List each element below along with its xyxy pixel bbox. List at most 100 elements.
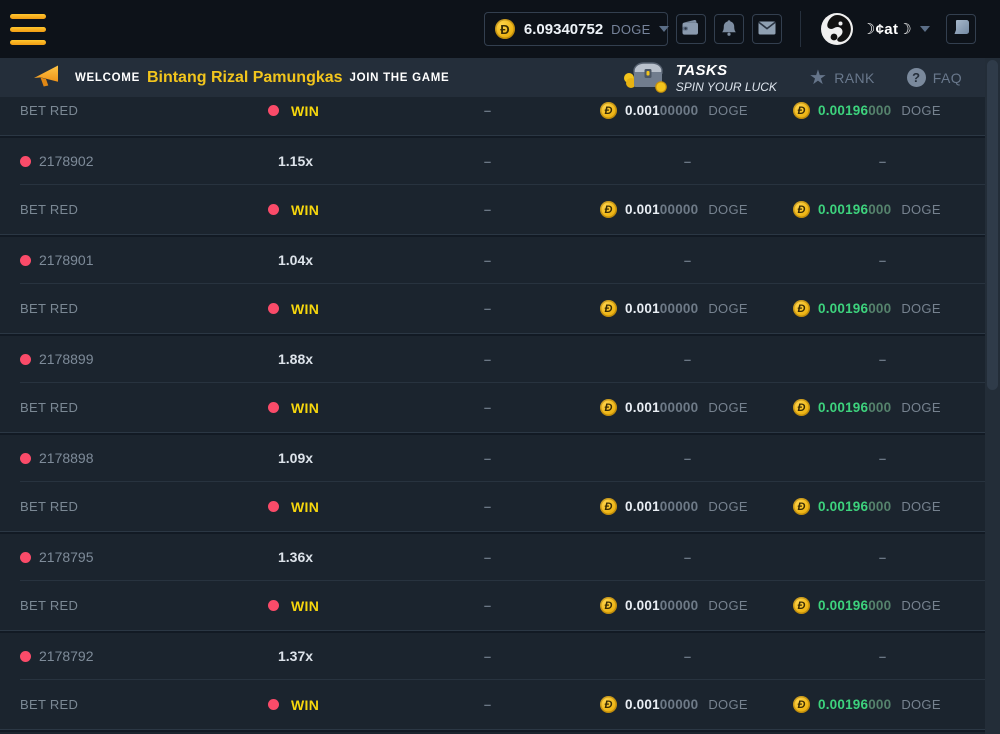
game-row[interactable]: 2178901 1.04x – – – (0, 234, 985, 285)
bet-label: BET RED (20, 598, 79, 614)
empty-value: – (878, 549, 887, 565)
bet-result: WIN (291, 300, 320, 317)
bet-label: BET RED (20, 400, 79, 416)
game-row[interactable]: 2178792 1.37x – – – (0, 630, 985, 681)
star-icon: ★ (808, 66, 828, 89)
divider (799, 11, 801, 47)
faq-label: FAQ (932, 69, 962, 86)
scrollbar-thumb[interactable] (987, 60, 998, 390)
doge-coin-icon: Đ (793, 597, 810, 615)
game-id: 2178795 (39, 549, 94, 566)
doge-coin-icon: Đ (600, 597, 617, 615)
bet-profit: Đ 0.00196 000 DOGE (790, 696, 975, 714)
bet-label: BET RED (20, 697, 79, 713)
bet-profit: Đ 0.00196 000 DOGE (790, 300, 975, 318)
doge-coin-icon: Đ (793, 399, 810, 417)
empty-value: – (483, 499, 492, 515)
bet-result: WIN (291, 102, 320, 119)
tasks-text: TASKS SPIN YOUR LUCK (676, 62, 777, 94)
game-multiplier: 1.09x (278, 450, 314, 467)
balance-selector[interactable]: Đ 6.09340752 DOGE (483, 12, 669, 46)
empty-value: – (483, 598, 492, 614)
messages-button[interactable] (751, 14, 782, 44)
bet-profit: Đ 0.00196 000 DOGE (790, 102, 975, 120)
bet-result-cell: WIN (268, 103, 440, 119)
faq-link[interactable]: ? FAQ (906, 68, 962, 87)
bet-result-cell: WIN (268, 301, 440, 317)
win-dot (268, 600, 279, 612)
treasure-chest-icon (621, 56, 667, 99)
question-icon: ? (906, 68, 926, 87)
bet-label: BET RED (20, 202, 79, 218)
bet-profit: Đ 0.00196 000 DOGE (790, 399, 975, 417)
empty-value: – (483, 301, 492, 317)
bet-row[interactable]: BET RED WIN – Đ 0.001 00000 DOGE Đ 0.00196 000 DOG… (0, 581, 985, 631)
rank-link[interactable]: ★ RANK (809, 68, 875, 88)
chat-button[interactable] (946, 14, 976, 44)
mail-icon (758, 21, 776, 38)
balance-currency: DOGE (611, 21, 651, 37)
bet-row[interactable]: BET RED WIN – Đ 0.001 00000 DOGE Đ 0.00196 000 DOG… (0, 383, 985, 433)
empty-value: – (878, 450, 887, 466)
game-row[interactable]: 2178902 1.15x – – – (0, 135, 985, 186)
empty-value: – (483, 400, 492, 416)
game-multiplier: 1.36x (278, 549, 314, 566)
bet-row[interactable]: BET RED WIN – Đ 0.001 00000 DOGE Đ 0.00196 000 DOG… (0, 680, 985, 730)
scrollbar[interactable] (985, 58, 1000, 734)
empty-value: – (683, 252, 692, 268)
bell-icon (721, 19, 737, 40)
empty-value: – (483, 351, 492, 367)
bet-label: BET RED (20, 499, 79, 515)
avatar (820, 13, 853, 45)
bet-amount: Đ 0.001 00000 DOGE (595, 201, 780, 219)
game-row[interactable]: 2178795 1.36x – – – (0, 531, 985, 582)
bet-amount: Đ 0.001 00000 DOGE (595, 597, 780, 615)
bet-result-cell: WIN (268, 697, 440, 713)
tasks-link[interactable]: TASKS SPIN YOUR LUCK (621, 56, 777, 99)
user-menu[interactable]: ☽¢at☽ (820, 13, 930, 45)
bet-profit: Đ 0.00196 000 DOGE (790, 498, 975, 516)
empty-value: – (483, 450, 492, 466)
chevron-down-icon (920, 26, 930, 32)
top-bar: Đ 6.09340752 DOGE (0, 0, 1000, 58)
win-dot (268, 204, 279, 216)
bet-result-cell: WIN (268, 598, 440, 614)
empty-value: – (483, 697, 492, 713)
doge-coin-icon: Đ (600, 300, 617, 318)
tasks-subtitle: SPIN YOUR LUCK (675, 79, 777, 94)
bets-table: BET RED WIN – Đ 0.001 00000 DOGE Đ 0.00196 000 DOG… (0, 97, 985, 734)
empty-value: – (683, 549, 692, 565)
bet-row[interactable]: BET RED WIN – Đ 0.001 00000 DOGE Đ 0.00196 000 DOG… (0, 185, 985, 235)
bet-profit: Đ 0.00196 000 DOGE (790, 201, 975, 219)
win-dot (268, 303, 279, 315)
bet-row[interactable]: BET RED WIN – Đ 0.001 00000 DOGE Đ 0.00196 000 DOG… (0, 284, 985, 334)
bet-amount: Đ 0.001 00000 DOGE (595, 498, 780, 516)
empty-value: – (483, 202, 492, 218)
game-row[interactable]: 2178898 1.09x – – – (0, 432, 985, 483)
bet-row[interactable]: BET RED WIN – Đ 0.001 00000 DOGE Đ 0.00196 000 DOG… (0, 482, 985, 532)
bet-result-cell: WIN (268, 202, 440, 218)
megaphone-icon (32, 62, 62, 94)
doge-coin-icon: Đ (793, 696, 810, 714)
menu-button[interactable] (10, 13, 46, 45)
bet-result-cell: WIN (268, 400, 440, 416)
empty-value: – (483, 549, 492, 565)
bet-profit: Đ 0.00196 000 DOGE (790, 597, 975, 615)
game-id-cell: 2178795 (20, 549, 268, 565)
welcome-message: WELCOME Bintang Rizal Pamungkas JOIN THE… (32, 62, 449, 94)
empty-value: – (483, 252, 492, 268)
game-row[interactable]: 2178899 1.88x – – – (0, 333, 985, 384)
wallet-button[interactable] (675, 14, 706, 44)
game-multiplier: 1.37x (278, 648, 314, 665)
game-multiplier: 1.88x (278, 351, 314, 368)
game-id-cell: 2178902 (20, 153, 268, 169)
game-status-dot (20, 155, 31, 167)
empty-value: – (483, 648, 492, 664)
bet-label: BET RED (20, 301, 79, 317)
bet-row[interactable]: BET RED WIN – Đ 0.001 00000 DOGE Đ 0.00196 000 DOG… (0, 97, 985, 136)
game-multiplier: 1.04x (278, 252, 314, 269)
notifications-button[interactable] (713, 14, 744, 44)
bet-result: WIN (291, 696, 320, 713)
tasks-title: TASKS (675, 61, 728, 79)
